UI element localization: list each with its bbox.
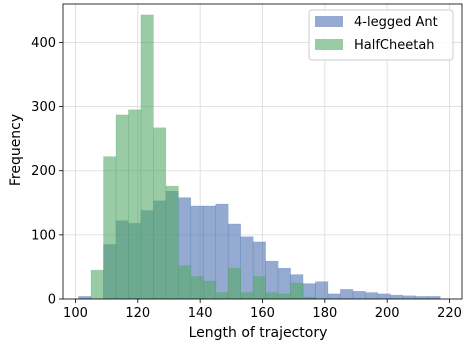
histogram-bar [115, 114, 129, 300]
histogram-bar [140, 14, 154, 300]
x-tick-label: 120 [125, 306, 150, 321]
histogram-bar [277, 293, 291, 300]
x-tick-label: 160 [250, 306, 275, 321]
histogram-bar [252, 276, 266, 300]
y-tick-label: 300 [31, 100, 56, 115]
x-tick-label: 100 [63, 306, 88, 321]
x-tick-label: 140 [188, 306, 213, 321]
legend-box [308, 9, 454, 61]
y-tick-label: 400 [31, 36, 56, 51]
histogram-bar [153, 127, 167, 300]
histogram-bar [340, 289, 354, 300]
y-tick-label: 0 [48, 293, 56, 308]
histogram-bar [240, 292, 254, 300]
x-axis-ticks: 100 120 140 160 180 200 220 [63, 299, 462, 321]
histogram-bar [90, 269, 104, 300]
histogram-bar [390, 294, 404, 300]
histogram-bar [290, 282, 304, 300]
histogram-bar [178, 265, 192, 300]
y-axis-label: Frequency [8, 114, 24, 186]
histogram-bar [128, 109, 142, 300]
histogram-bar [215, 292, 229, 300]
histogram-bar [402, 295, 416, 300]
x-axis-label: Length of trajectory [189, 325, 328, 341]
x-tick-label: 220 [437, 306, 462, 321]
histogram-bar [302, 283, 316, 300]
x-tick-label: 200 [375, 306, 400, 321]
legend-swatch-4-legged-ant [315, 16, 343, 27]
histogram-bar [165, 185, 179, 300]
legend-label-4-legged-ant: 4-legged Ant [354, 15, 438, 30]
legend: 4-legged Ant HalfCheetah [308, 9, 454, 61]
histogram-bar [365, 292, 379, 300]
histogram-bar [377, 293, 391, 300]
x-tick-label: 180 [312, 306, 337, 321]
y-axis-ticks: 0 100 200 300 400 [31, 36, 63, 308]
legend-swatch-halfcheetah [315, 39, 343, 50]
histogram-bar [202, 280, 217, 300]
histogram-bar [352, 291, 366, 300]
histogram-bar [315, 281, 329, 300]
histogram-bar [215, 203, 229, 300]
y-tick-label: 100 [31, 228, 56, 243]
y-tick-label: 200 [31, 164, 56, 179]
histogram-bar [327, 293, 341, 300]
histogram-bar [103, 156, 117, 300]
histogram-bar [240, 236, 254, 300]
histogram-bar [227, 267, 241, 300]
histogram-bar [190, 276, 204, 300]
histogram-bar [265, 292, 279, 300]
legend-label-halfcheetah: HalfCheetah [354, 38, 435, 53]
bars-halfcheetah [90, 14, 316, 300]
